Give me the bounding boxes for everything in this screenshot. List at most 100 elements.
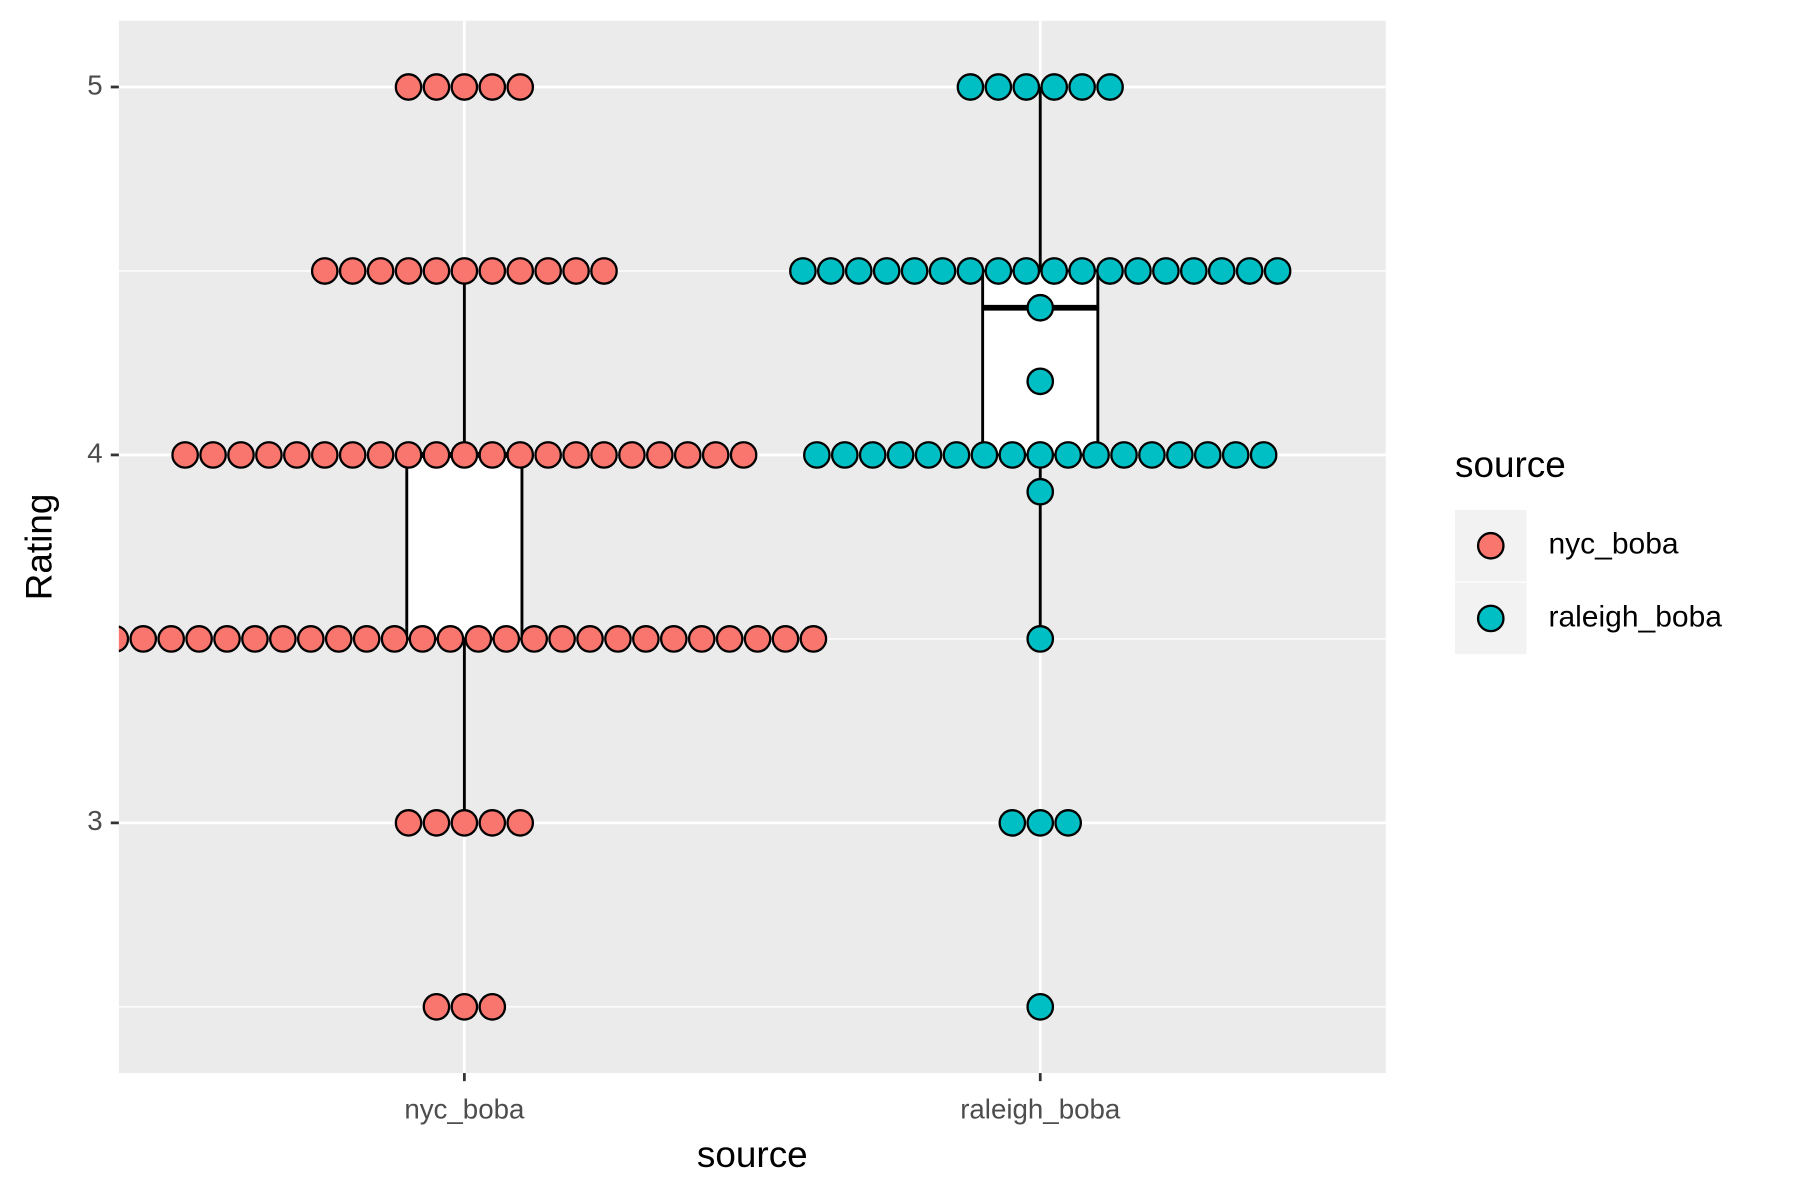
dot — [1026, 367, 1055, 396]
dot — [338, 441, 367, 469]
y-tick-label: 5 — [87, 69, 102, 100]
dot — [956, 73, 985, 101]
dot — [1068, 73, 1096, 101]
legend-label: raleigh_boba — [1548, 600, 1722, 633]
dot — [422, 257, 451, 285]
dot — [380, 625, 409, 653]
dot — [450, 73, 479, 101]
x-axis-title: source — [697, 1134, 808, 1175]
dot — [1152, 257, 1180, 285]
y-tick-label: 3 — [87, 805, 102, 836]
dot — [632, 625, 660, 653]
dot — [1026, 441, 1055, 469]
dot — [687, 625, 716, 653]
dot — [998, 441, 1027, 469]
dot — [844, 257, 873, 285]
dot — [872, 257, 901, 285]
dot — [799, 625, 828, 653]
dot — [1026, 477, 1055, 506]
dot — [352, 625, 381, 653]
dot — [478, 809, 507, 837]
legend-label: nyc_boba — [1548, 528, 1678, 561]
dot — [1263, 257, 1292, 285]
dot — [394, 441, 423, 469]
dot — [576, 625, 604, 653]
dot — [1026, 293, 1055, 322]
dot — [520, 625, 549, 653]
dot — [450, 441, 479, 469]
dot — [478, 993, 507, 1021]
dot — [886, 441, 915, 469]
dot — [604, 625, 632, 653]
dot — [338, 257, 367, 285]
dot — [701, 441, 730, 469]
dot — [645, 441, 674, 469]
dot — [1179, 257, 1208, 285]
dot — [1054, 809, 1083, 837]
dot — [1207, 257, 1236, 285]
legend-title: source — [1455, 444, 1566, 485]
dot — [157, 625, 186, 653]
dot — [171, 441, 199, 469]
dot — [729, 441, 758, 469]
dot — [590, 257, 618, 285]
dot — [562, 441, 590, 469]
marks — [118, 73, 1292, 1021]
dot — [241, 625, 269, 653]
dot — [450, 809, 479, 837]
dot — [185, 625, 213, 653]
legend: source nyc_boba raleigh_boba — [1455, 444, 1722, 655]
box — [405, 453, 524, 641]
dot — [450, 257, 479, 285]
dot — [506, 73, 535, 101]
dot — [659, 625, 688, 653]
dot — [548, 625, 576, 653]
dot — [366, 441, 395, 469]
dot — [506, 257, 535, 285]
dot — [590, 441, 618, 469]
dot — [1124, 257, 1152, 285]
axes: 3 4 5 nyc_boba raleigh_boba — [87, 69, 1121, 1124]
dot — [1012, 73, 1041, 101]
legend-swatch — [1476, 604, 1505, 633]
dot — [914, 441, 943, 469]
dot — [984, 73, 1013, 101]
dot — [1068, 257, 1096, 285]
dot — [618, 441, 646, 469]
x-tick-label: nyc_boba — [404, 1093, 525, 1124]
dot — [450, 993, 479, 1021]
dot — [1040, 73, 1069, 101]
dot — [830, 441, 859, 469]
y-tick-label: 4 — [87, 437, 102, 468]
dot — [1040, 257, 1069, 285]
dot — [422, 809, 451, 837]
dot — [1096, 257, 1124, 285]
dot — [1138, 441, 1166, 469]
dot — [394, 809, 423, 837]
dot — [900, 257, 929, 285]
dot — [310, 441, 339, 469]
y-axis-title: Rating — [18, 494, 59, 601]
dot — [1026, 625, 1055, 653]
panel — [118, 20, 1386, 1074]
dot — [408, 625, 437, 653]
dot — [269, 625, 297, 653]
dot — [1082, 441, 1110, 469]
dot — [310, 257, 339, 285]
dot — [324, 625, 353, 653]
dot — [129, 625, 158, 653]
dot — [422, 993, 451, 1021]
dot — [928, 257, 957, 285]
dot — [478, 257, 507, 285]
dot — [1221, 441, 1250, 469]
dot — [478, 73, 507, 101]
dot — [858, 441, 887, 469]
dot — [1012, 257, 1041, 285]
dot — [942, 441, 971, 469]
legend-swatch — [1476, 531, 1505, 560]
dot — [984, 257, 1013, 285]
dot — [1026, 993, 1055, 1021]
dot — [743, 625, 772, 653]
dot — [1026, 809, 1055, 837]
dot — [1235, 257, 1264, 285]
